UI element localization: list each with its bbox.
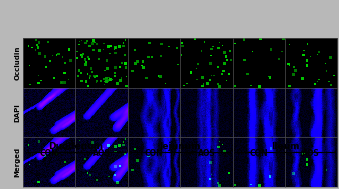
Text: Merged: Merged	[14, 147, 20, 177]
Text: AOS: AOS	[93, 149, 111, 158]
Text: Duodenum: Duodenum	[48, 142, 103, 151]
Text: Occludin: Occludin	[14, 46, 20, 80]
Text: AOS: AOS	[198, 149, 215, 158]
Text: AOS: AOS	[302, 149, 320, 158]
Text: CON: CON	[40, 149, 59, 158]
Text: CON: CON	[145, 149, 163, 158]
Text: DAPI: DAPI	[14, 103, 20, 122]
Text: Ileum: Ileum	[271, 142, 299, 151]
Text: Jejunum: Jejunum	[159, 142, 201, 151]
Text: CON: CON	[250, 149, 268, 158]
